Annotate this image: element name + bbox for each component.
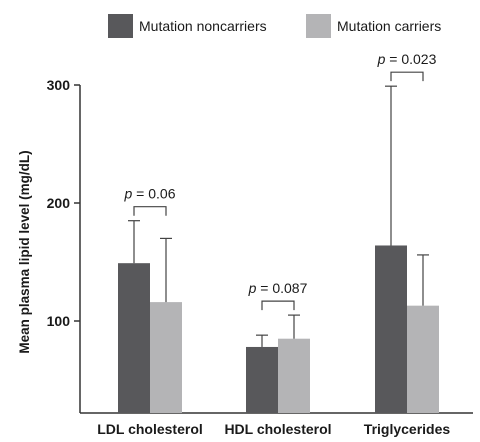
legend-swatch-noncarriers (108, 14, 133, 38)
category-label: HDL cholesterol (224, 421, 331, 437)
significance-bracket (261, 300, 295, 311)
y-ticks: 100 200 300 (47, 77, 80, 329)
error-bars (128, 85, 429, 347)
legend-swatch-carriers (306, 14, 331, 38)
category-label: LDL cholesterol (97, 421, 203, 437)
p-value-label: p = 0.087 (248, 280, 308, 296)
legend-label-carriers: Mutation carriers (337, 18, 441, 34)
bar (118, 263, 150, 413)
bar (150, 302, 182, 413)
y-axis-title: Mean plasma lipid level (mg/dL) (17, 150, 32, 353)
bar (375, 245, 407, 413)
significance-bracket (133, 206, 167, 216)
significance-brackets: p = 0.06 p = 0.087 p = 0.023 (124, 51, 437, 311)
y-tick-label: 300 (47, 77, 71, 93)
p-value-label: p = 0.06 (124, 186, 176, 202)
bar (278, 338, 310, 413)
bar (407, 305, 439, 413)
bars (118, 245, 439, 413)
legend: Mutation noncarriers Mutation carriers (108, 14, 441, 38)
y-tick-label: 100 (47, 313, 71, 329)
y-tick-label: 200 (47, 195, 71, 211)
category-labels: LDL cholesterol HDL cholesterol Triglyceri… (97, 421, 450, 437)
significance-bracket (390, 71, 424, 82)
legend-label-noncarriers: Mutation noncarriers (139, 18, 267, 34)
category-label: Triglycerides (364, 421, 451, 437)
p-value-label: p = 0.023 (377, 51, 437, 67)
bar (246, 346, 278, 413)
